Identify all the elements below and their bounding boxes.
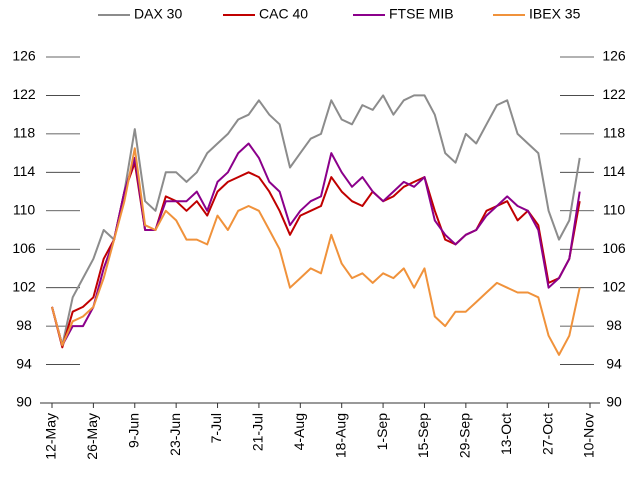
legend-label: FTSE MIB xyxy=(389,6,454,22)
legend-label: IBEX 35 xyxy=(529,6,581,22)
y-tick-label: 94 xyxy=(16,355,32,371)
y2-tick-label: 122 xyxy=(602,86,626,102)
x-tick-label: 29-Sep xyxy=(457,413,473,458)
legend-label: CAC 40 xyxy=(259,6,308,22)
y2-tick-label: 114 xyxy=(603,163,626,179)
x-tick-label: 18-Aug xyxy=(332,413,348,458)
y-tick-label: 122 xyxy=(12,86,36,102)
x-tick-label: 13-Oct xyxy=(498,413,514,455)
y2-tick-label: 102 xyxy=(602,278,626,294)
y-tick-label: 126 xyxy=(12,48,36,64)
y-tick-label: 118 xyxy=(13,125,36,141)
y2-tick-label: 126 xyxy=(602,48,626,64)
y2-tick-label: 90 xyxy=(606,394,622,410)
y-tick-label: 110 xyxy=(13,201,36,217)
series-line xyxy=(51,94,581,347)
x-tick-label: 7-Jul xyxy=(208,413,224,443)
series-line xyxy=(51,147,581,356)
y-tick-label: 90 xyxy=(16,394,32,410)
x-tick-label: 10-Nov xyxy=(581,413,597,458)
series-line xyxy=(51,161,581,349)
x-tick-label: 27-Oct xyxy=(539,413,555,455)
y2-tick-label: 118 xyxy=(603,125,626,141)
x-tick-label: 23-Jun xyxy=(167,413,183,456)
y2-tick-label: 106 xyxy=(602,240,626,256)
legend-label: DAX 30 xyxy=(134,6,182,22)
x-tick-label: 1-Sep xyxy=(374,413,390,451)
x-tick-label: 9-Jun xyxy=(125,413,141,448)
y-tick-label: 106 xyxy=(12,240,36,256)
y2-tick-label: 94 xyxy=(606,355,622,371)
x-tick-label: 26-May xyxy=(84,413,100,460)
x-tick-label: 12-May xyxy=(43,413,59,460)
y-tick-label: 114 xyxy=(13,163,36,179)
y-tick-label: 102 xyxy=(12,278,36,294)
x-tick-label: 15-Sep xyxy=(415,413,431,458)
y2-tick-label: 110 xyxy=(603,201,626,217)
y-tick-label: 98 xyxy=(16,317,32,333)
y2-tick-label: 98 xyxy=(606,317,622,333)
x-tick-label: 21-Jul xyxy=(250,413,266,451)
x-tick-label: 4-Aug xyxy=(291,413,307,450)
